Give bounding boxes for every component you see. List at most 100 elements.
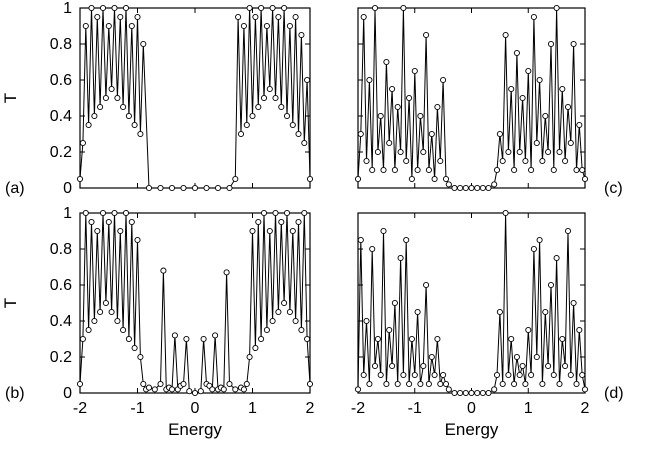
panel-2-data-point: [530, 13, 537, 21]
panel-1-data-point: [137, 130, 144, 138]
panel-4-data-point: [462, 389, 469, 397]
panel-4-data-point: [511, 380, 518, 388]
panel-4-data-point: [366, 380, 373, 388]
panel-2-data-point: [391, 166, 398, 174]
panel-3-frame: [79, 212, 311, 394]
panel-4-data-point: [573, 380, 580, 388]
panel-1-ytick-label: 0.4: [50, 108, 72, 125]
panel-1-data-point: [255, 103, 262, 111]
panel-2-data-point: [389, 85, 396, 93]
panel-2-data-point: [536, 76, 543, 84]
panel-3-data-point: [289, 227, 296, 235]
panel-2-data-point: [550, 166, 557, 174]
panel-4-data-point: [360, 371, 367, 379]
panel-3-data-point: [200, 335, 207, 343]
panel-3-data-point: [283, 209, 291, 217]
panel-4-data-point: [457, 389, 464, 397]
panel-2-data-point: [440, 76, 447, 84]
panel-4-data-point: [389, 362, 396, 370]
panel-1-data-point: [298, 31, 305, 39]
panel-3-data-point: [252, 344, 259, 352]
panel-1-data-point: [114, 94, 121, 102]
panel-4-data-point: [354, 386, 362, 393]
panel-4-data-point: [374, 335, 381, 343]
panel-4-data-point: [533, 353, 540, 361]
panel-1-y-axis-title: T: [1, 93, 20, 103]
panel-1-data-point: [226, 184, 233, 192]
panel-3-data-point: [120, 326, 127, 334]
panel-1-data-point: [168, 184, 176, 192]
panel-4-data-point: [528, 371, 535, 379]
panel-1-data-point: [117, 13, 124, 21]
panel-2-data-point: [474, 184, 481, 192]
panel-2-series-line: [357, 7, 586, 189]
panel-3-ytick-label: 1: [63, 205, 72, 222]
panel-2-data-point: [394, 103, 401, 111]
panel-2-data-point: [499, 157, 506, 165]
panel-2-data-point: [462, 184, 469, 192]
panel-4-data-point: [414, 308, 421, 316]
panel-3-data-point: [82, 209, 89, 217]
panel-3-xtick-label: -1: [130, 400, 144, 417]
panel-3-data-point: [168, 386, 176, 393]
panel-2-data-point: [491, 181, 498, 188]
panel-3-ytick-label: 0.8: [50, 241, 72, 258]
panel-2-data-point: [513, 49, 520, 57]
panel-3-data-point: [191, 389, 199, 397]
panel-2-data-point: [357, 130, 364, 138]
panel-2-data-point: [533, 139, 540, 147]
panel-4-data-point: [522, 380, 529, 388]
panel-2-data-point: [539, 157, 546, 165]
panel-2-data-point: [525, 67, 532, 75]
panel-4-xtick-label: 1: [524, 400, 533, 417]
panel-3-data-point: [246, 353, 253, 361]
panel-4-data-point: [493, 371, 501, 379]
panel-3-data-point: [272, 209, 279, 217]
panel-1-data-point: [275, 13, 282, 21]
panel-2-data-point: [528, 166, 535, 174]
panel-2-data-point: [519, 94, 526, 102]
panel-2-data-point: [516, 148, 523, 156]
panel-3-data-point: [306, 380, 314, 388]
panel-3-data-point: [114, 317, 121, 325]
panel-2-data-point: [374, 148, 381, 156]
panel-1-data-point: [252, 13, 259, 21]
panel-3-data-point: [85, 326, 92, 334]
panel-3-data-point: [281, 299, 288, 307]
panel-2-data-point: [363, 157, 370, 165]
panel-2-data-point: [522, 157, 529, 165]
panel-4-data-point: [434, 335, 441, 343]
panel-3-xtick-label: 1: [248, 400, 257, 417]
panel-3-data-point: [286, 308, 293, 316]
panel-2-data-point: [493, 166, 501, 174]
panel-4-data-point: [496, 308, 503, 316]
panel-3-data-point: [295, 218, 302, 226]
panel-3-data-point: [140, 380, 147, 388]
panel-3-data-point: [108, 308, 115, 316]
panel-2-data-point: [508, 85, 515, 93]
panel-3-data-point: [212, 332, 219, 339]
panel-2-data-point: [406, 94, 413, 102]
panel-2-data-point: [403, 157, 410, 165]
panel-4-data-point: [411, 371, 418, 379]
panel-3-ytick-label: 0.6: [50, 277, 72, 294]
panel-2-data-point: [579, 166, 586, 174]
panel-4-data-point: [567, 371, 574, 379]
panel-2-data-point: [502, 31, 509, 39]
panel-4-data-point: [425, 380, 432, 388]
panel-4-data-point: [562, 362, 569, 370]
panel-1-data-point: [263, 22, 270, 30]
panel-3-data-point: [255, 218, 262, 226]
panel-1-data-point: [120, 103, 127, 111]
panel-4-data-point: [440, 371, 447, 379]
panel-2-data-point: [377, 112, 384, 120]
panel-1-data-point: [266, 85, 273, 93]
panel-3-ytick-label: 0.4: [50, 313, 72, 330]
panel-3-data-point: [117, 227, 124, 235]
panel-2-data-point: [442, 175, 450, 183]
panel-3-data-point: [131, 344, 138, 352]
panel-1-data-point: [97, 103, 104, 111]
panel-3-data-point: [137, 353, 144, 361]
panel-1-data-point: [240, 22, 247, 30]
panel-4-data-point: [408, 335, 415, 343]
